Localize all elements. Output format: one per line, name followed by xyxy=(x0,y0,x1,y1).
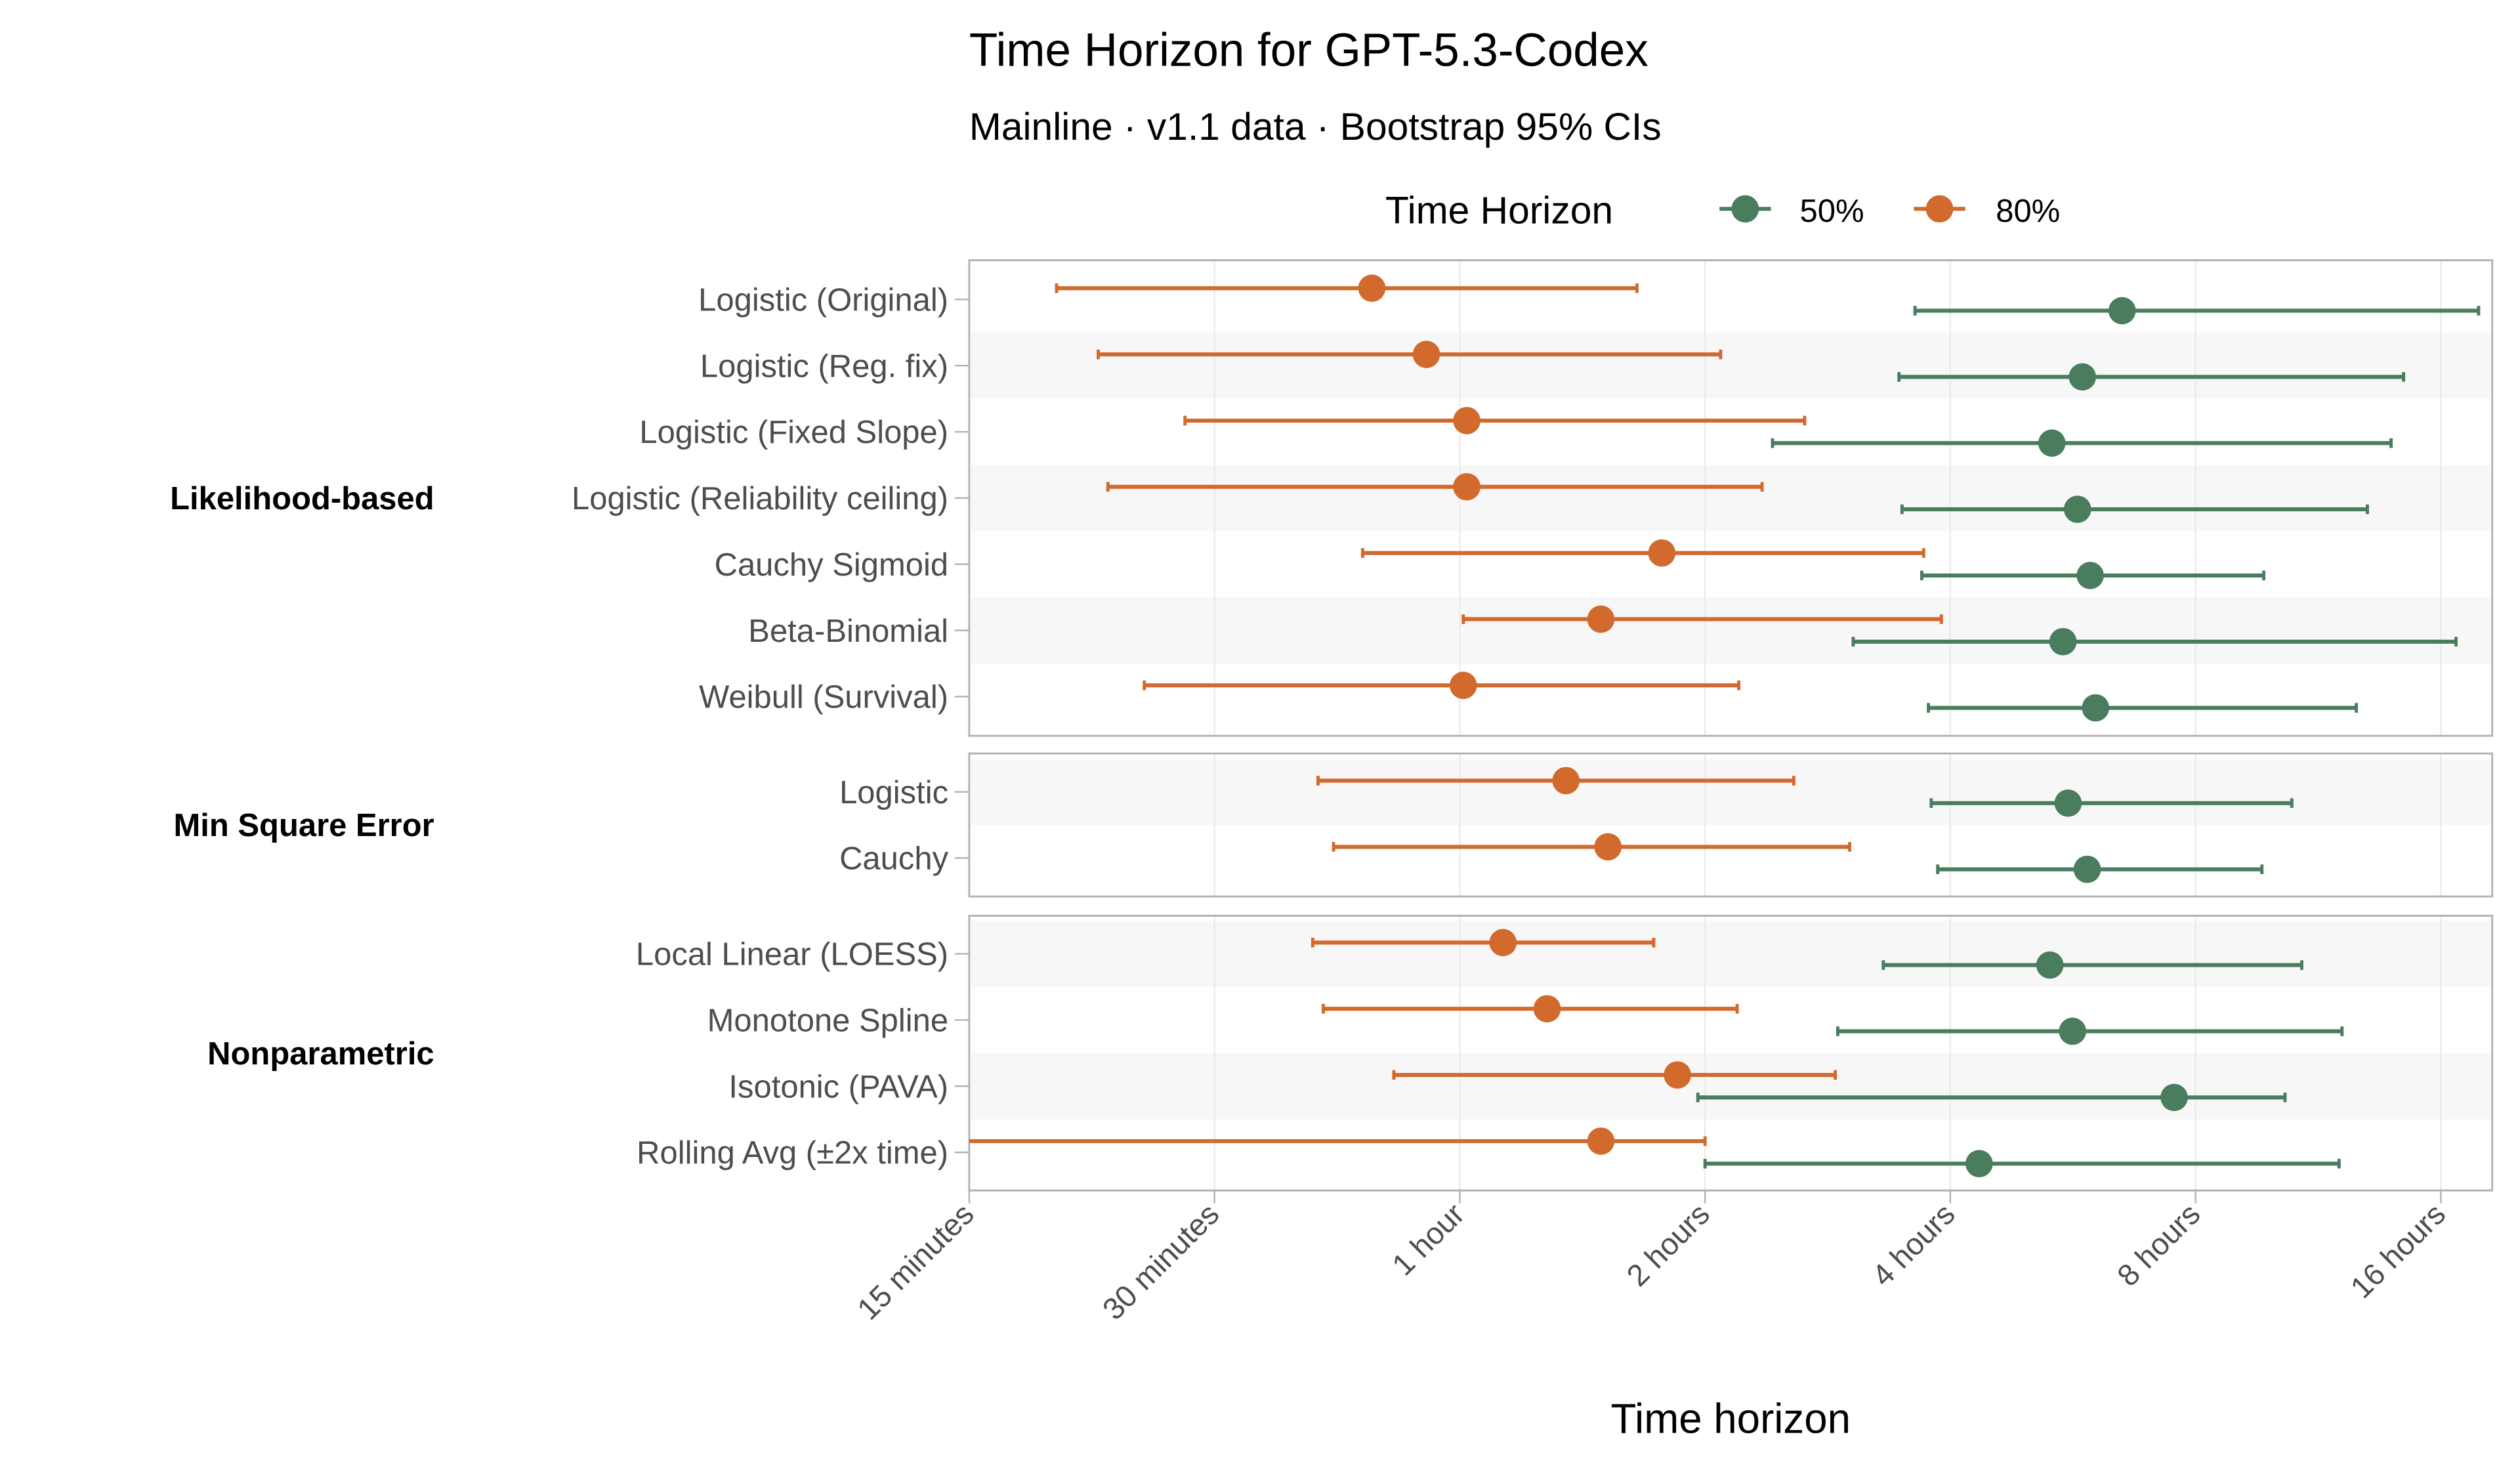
facet-panel: Nonparametric Local Linear (LOESS) Monoton… xyxy=(207,914,2494,1192)
point-p80 xyxy=(1489,929,1517,957)
point-p80 xyxy=(1648,539,1676,567)
data-row: Logistic (Reg. fix) xyxy=(700,341,2406,391)
legend-label: 80% xyxy=(1996,194,2060,229)
point-p80 xyxy=(1552,766,1580,795)
panel-border xyxy=(968,914,2494,1192)
x-tick-label: 8 hours xyxy=(2110,1197,2206,1293)
row-label: Logistic (Reliability ceiling) xyxy=(572,481,948,516)
legend-entry-80: 80% xyxy=(1914,194,2060,229)
row-label: Local Linear (LOESS) xyxy=(636,937,948,973)
legend-entry-50: 50% xyxy=(1719,194,1864,229)
data-row: Logistic xyxy=(839,766,2294,817)
legend-marker xyxy=(1731,195,1759,223)
data-row: Isotonic (PAVA) xyxy=(728,1061,2287,1112)
data-row: Weibull (Survival) xyxy=(699,671,2359,722)
point-p50 xyxy=(2082,694,2110,722)
x-axis-title: Time horizon xyxy=(1611,1396,1851,1442)
point-p80 xyxy=(1453,407,1480,434)
x-tick-label: 1 hour xyxy=(1385,1197,1471,1282)
row-stripe xyxy=(969,1053,2492,1120)
point-p50 xyxy=(2073,855,2101,883)
row-label: Logistic (Original) xyxy=(698,282,948,318)
group-label: Nonparametric xyxy=(207,1036,434,1072)
row-stripe xyxy=(969,332,2492,399)
data-row: Logistic (Original) xyxy=(698,274,2481,325)
row-label: Logistic (Fixed Slope) xyxy=(639,415,948,450)
point-p80 xyxy=(1587,1127,1615,1155)
group-label: Min Square Error xyxy=(174,808,434,843)
legend-marker xyxy=(1925,195,1954,223)
x-tick-label: 16 hours xyxy=(2344,1197,2452,1305)
group-label: Likelihood-based xyxy=(170,481,434,516)
data-row: Logistic (Reliability ceiling) xyxy=(572,472,2369,523)
point-p50 xyxy=(2054,789,2082,817)
point-p80 xyxy=(1358,274,1386,302)
point-p50 xyxy=(1965,1150,1993,1177)
row-label: Logistic xyxy=(839,775,948,810)
x-tick-label: 15 minutes xyxy=(850,1197,980,1327)
chart-subtitle: Mainline · v1.1 data · Bootstrap 95% CIs xyxy=(969,106,1662,148)
legend-title: Time Horizon xyxy=(1385,189,1613,232)
data-row: Cauchy xyxy=(839,833,2264,883)
panel-border xyxy=(968,752,2494,898)
x-tick-label: 2 hours xyxy=(1620,1197,1716,1293)
point-p50 xyxy=(2038,429,2066,457)
point-p50 xyxy=(2076,562,2104,589)
point-p50 xyxy=(2036,951,2064,979)
row-label: Cauchy xyxy=(839,841,949,877)
point-p80 xyxy=(1412,341,1440,368)
point-p80 xyxy=(1533,995,1561,1022)
point-p50 xyxy=(2160,1083,2188,1112)
row-label: Monotone Spline xyxy=(707,1003,948,1038)
facet-panel: Min Square Error Logistic Cauchy xyxy=(174,752,2494,898)
row-label: Cauchy Sigmoid xyxy=(715,547,948,583)
data-row: Local Linear (LOESS) xyxy=(636,929,2303,979)
x-tick-label: 30 minutes xyxy=(1096,1197,1226,1327)
point-p50 xyxy=(2059,1017,2086,1045)
row-label: Weibull (Survival) xyxy=(699,680,948,715)
legend-label: 50% xyxy=(1800,194,1864,229)
point-p50 xyxy=(2049,627,2077,656)
point-p50 xyxy=(2108,297,2136,325)
point-p50 xyxy=(2063,495,2091,523)
legend: Time Horizon 50% 80% xyxy=(1385,189,2060,232)
data-row: Cauchy Sigmoid xyxy=(715,539,2265,589)
chart-title: Time Horizon for GPT-5.3-Codex xyxy=(969,24,1648,76)
data-row: Rolling Avg (±2x time) xyxy=(637,1127,2341,1177)
data-row: Beta-Binomial xyxy=(748,605,2458,656)
point-p80 xyxy=(1664,1061,1691,1089)
data-row: Logistic (Fixed Slope) xyxy=(639,407,2393,457)
point-p80 xyxy=(1587,605,1615,633)
row-stripe xyxy=(969,597,2492,664)
plot-area: Likelihood-based Logistic (Original) Logis… xyxy=(170,259,2494,1327)
facet-panel: Likelihood-based Logistic (Original) Logis… xyxy=(170,259,2494,737)
point-p80 xyxy=(1453,472,1480,501)
row-stripe xyxy=(969,920,2492,987)
row-label: Beta-Binomial xyxy=(748,614,948,649)
x-tick-label: 4 hours xyxy=(1865,1197,1961,1293)
row-stripe xyxy=(969,759,2492,826)
row-label: Logistic (Reg. fix) xyxy=(700,348,948,384)
row-label: Isotonic (PAVA) xyxy=(728,1069,948,1104)
point-p80 xyxy=(1449,671,1477,700)
row-label: Rolling Avg (±2x time) xyxy=(637,1135,948,1171)
point-p80 xyxy=(1594,833,1622,861)
point-p50 xyxy=(2068,363,2096,391)
data-row: Monotone Spline xyxy=(707,995,2344,1045)
row-stripe xyxy=(969,465,2492,532)
